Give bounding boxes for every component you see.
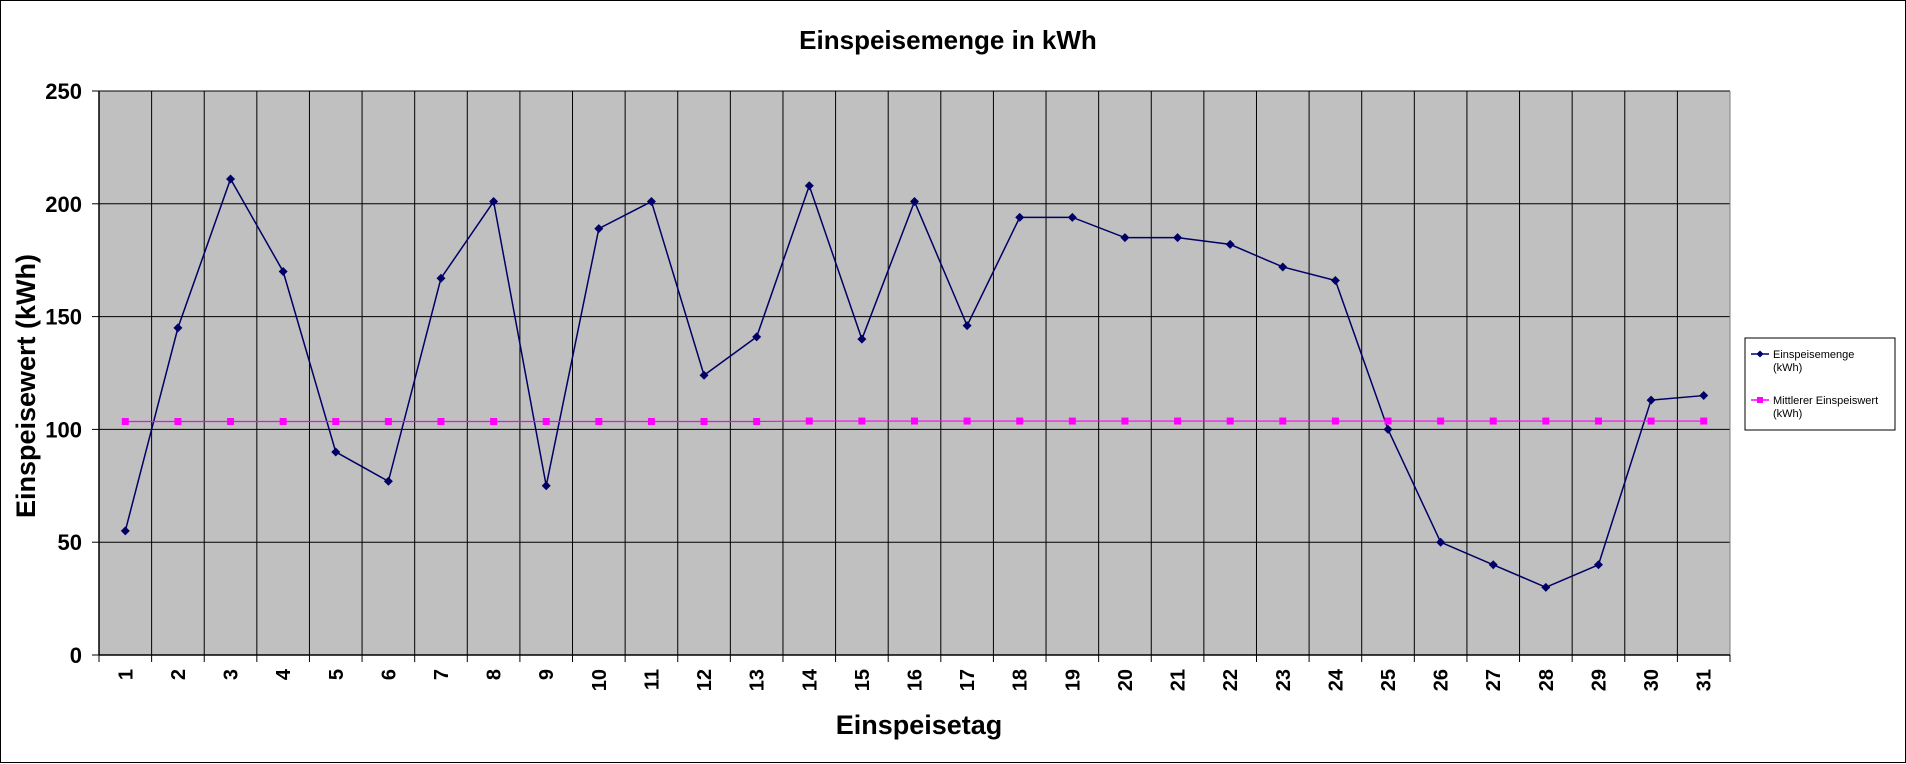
data-point (174, 418, 181, 425)
y-tick-label: 250 (45, 79, 82, 104)
data-point (1332, 418, 1339, 425)
legend-marker (1757, 397, 1763, 403)
data-point (122, 418, 129, 425)
data-point (490, 418, 497, 425)
x-tick-label: 4 (273, 668, 295, 680)
x-tick-label: 11 (641, 669, 663, 690)
x-tick-label: 7 (431, 669, 453, 680)
data-point (753, 418, 760, 425)
x-tick-label: 3 (221, 669, 243, 680)
x-tick-label: 25 (1378, 669, 1400, 691)
x-tick-label: 10 (589, 669, 611, 691)
x-tick-label: 18 (1010, 669, 1032, 691)
x-tick-label: 15 (852, 669, 874, 691)
x-tick-label: 5 (326, 669, 348, 680)
x-axis-title: Einspeisetag (836, 710, 1003, 740)
data-point (280, 418, 287, 425)
data-point (911, 418, 918, 425)
data-point (227, 418, 234, 425)
data-point (595, 418, 602, 425)
data-point (1227, 418, 1234, 425)
x-tick-label: 8 (484, 669, 506, 680)
plot-area (99, 91, 1730, 655)
y-tick-label: 200 (45, 192, 82, 217)
x-tick-label: 12 (694, 669, 716, 691)
plot-background (99, 91, 1730, 655)
data-point (1542, 418, 1549, 425)
data-point (543, 418, 550, 425)
chart-title: Einspeisemenge in kWh (799, 25, 1097, 55)
data-point (964, 418, 971, 425)
legend-label: (kWh) (1773, 408, 1802, 420)
x-tick-label: 31 (1694, 669, 1716, 691)
x-tick-label: 29 (1588, 669, 1610, 691)
y-tick-label: 100 (45, 417, 82, 442)
y-tick-label: 150 (45, 305, 82, 330)
legend-label: Einspeisemenge (1773, 349, 1854, 361)
x-tick-label: 13 (747, 669, 769, 691)
data-point (385, 418, 392, 425)
data-point (858, 418, 865, 425)
x-tick-label: 17 (957, 669, 979, 691)
x-tick-label: 30 (1641, 669, 1663, 691)
data-point (806, 418, 813, 425)
y-tick-label: 0 (70, 643, 82, 668)
x-tick-label: 14 (799, 668, 821, 691)
data-point (1174, 418, 1181, 425)
x-tick-label: 27 (1483, 669, 1505, 691)
y-axis-title: Einspeisewert (kWh) (11, 254, 41, 518)
data-point (701, 418, 708, 425)
x-tick-label: 9 (536, 669, 558, 680)
legend-label: (kWh) (1773, 362, 1802, 374)
data-point (1648, 418, 1655, 425)
data-point (437, 418, 444, 425)
data-point (648, 418, 655, 425)
legend: Einspeisemenge(kWh)Mittlerer Einspeiswer… (1745, 338, 1895, 430)
data-point (1069, 418, 1076, 425)
x-tick-label: 1 (115, 669, 137, 680)
x-tick-label: 16 (905, 669, 927, 691)
x-tick-label: 23 (1273, 669, 1295, 691)
x-tick-label: 22 (1220, 669, 1242, 691)
x-tick-label: 26 (1431, 669, 1453, 691)
data-point (332, 418, 339, 425)
data-point (1595, 418, 1602, 425)
data-point (1700, 418, 1707, 425)
y-tick-label: 50 (58, 530, 82, 555)
x-tick-label: 24 (1325, 668, 1347, 691)
data-point (1385, 418, 1392, 425)
data-point (1490, 418, 1497, 425)
data-point (1279, 418, 1286, 425)
x-tick-label: 20 (1115, 669, 1137, 691)
data-point (1121, 418, 1128, 425)
x-tick-label: 2 (168, 669, 190, 680)
x-tick-label: 19 (1062, 669, 1084, 691)
legend-label: Mittlerer Einspeiswert (1773, 395, 1878, 407)
x-tick-label: 6 (378, 669, 400, 680)
x-tick-label: 28 (1536, 669, 1558, 691)
data-point (1437, 418, 1444, 425)
x-tick-label: 21 (1168, 669, 1190, 691)
data-point (1016, 418, 1023, 425)
